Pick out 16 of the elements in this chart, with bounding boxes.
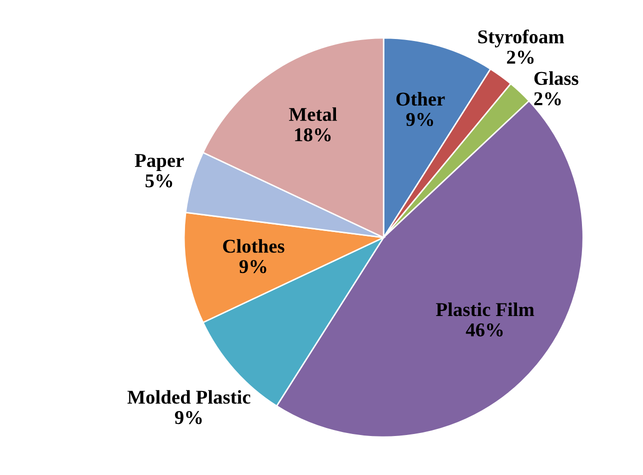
data-label: 9% [406, 112, 434, 126]
data-label: 9% [239, 260, 266, 274]
slice-label: Glass [534, 71, 578, 85]
data-label: 18% [295, 128, 331, 142]
data-label: 46% [466, 323, 503, 337]
slice-label: Paper [134, 154, 184, 172]
slice-label: Other [396, 92, 445, 106]
data-label: 2% [507, 50, 534, 64]
slice-label: Molded Plastic [127, 390, 250, 404]
slice-label: Metal [289, 107, 337, 121]
data-label: 9% [174, 410, 202, 424]
slice-label: Styrofoam [478, 30, 564, 48]
data-label: 5% [146, 174, 172, 188]
slice-label: Plastic Film [436, 302, 534, 316]
data-label: 2% [534, 92, 561, 106]
slice-label: Clothes [223, 239, 284, 253]
